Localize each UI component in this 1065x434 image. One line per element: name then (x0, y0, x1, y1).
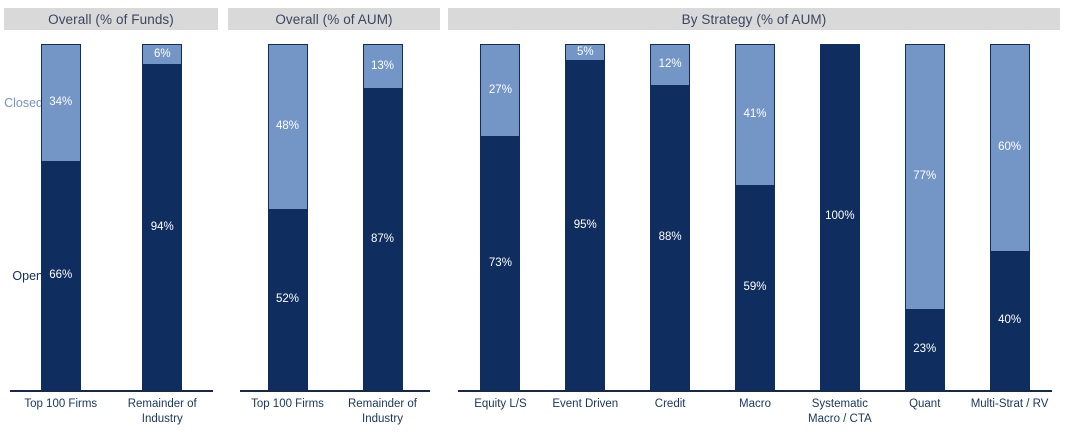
bar-value-label: 13% (370, 59, 395, 72)
plot-overall-aum: 48% 52% 13% 87% (240, 44, 430, 392)
bar-value-label: 73% (488, 256, 512, 269)
stacked-bar: 60% 40% (989, 44, 1030, 390)
stacked-bar: 77% 23% (904, 44, 945, 390)
panel-title-overall-funds: Overall (% of Funds) (4, 8, 218, 30)
bar-segment-closed: 77% (904, 44, 945, 311)
bar-column: 100% (797, 44, 882, 390)
bar-value-label: 40% (998, 314, 1022, 327)
x-axis-label: Remainder of Industry (127, 398, 197, 425)
bar-value-label: 5% (576, 45, 594, 58)
bar-segment-closed: 48% (267, 44, 308, 211)
x-axis-label: Quant (909, 398, 941, 410)
bar-segment-open: 73% (480, 137, 521, 390)
x-axis-label: Event Driven (552, 398, 619, 410)
series-label-closed: Closed (4, 95, 43, 110)
bar-segment-closed: 34% (40, 44, 81, 162)
plot-by-strategy: 27% 73% 5% 95% 12% 88% 41% 59% 100% 77% 23% 60% 40% (458, 44, 1052, 392)
bar-value-label: 100% (825, 210, 855, 223)
bar-value-label: 66% (49, 269, 73, 282)
bar-value-label: 41% (743, 108, 767, 121)
bar-column: 27% 73% (458, 44, 543, 390)
bar-value-label: 95% (573, 218, 597, 231)
bar-segment-open: 66% (40, 161, 81, 390)
series-row-labels: Closed Open (4, 44, 46, 390)
bar-column: 48% 52% (240, 44, 335, 390)
x-axis-label: Equity L/S (474, 398, 527, 410)
bar-segment-open: 94% (142, 64, 183, 390)
stacked-bar: 12% 88% (650, 44, 691, 390)
bar-value-label: 60% (998, 141, 1022, 154)
bar-value-label: 48% (275, 120, 300, 133)
stacked-bar: 34% 66% (40, 44, 81, 390)
bar-segment-open: 95% (565, 61, 606, 390)
bar-value-label: 52% (275, 293, 300, 306)
bar-segment-closed: 13% (362, 44, 403, 89)
x-axis-label: Remainder of Industry (347, 398, 418, 425)
x-axis-label: Top 100 Firms (251, 398, 324, 410)
bar-value-label: 87% (370, 232, 395, 245)
stacked-bar: 6% 94% (142, 44, 183, 390)
stacked-bar: 13% 87% (362, 44, 403, 390)
x-axis-label: Macro (739, 398, 771, 410)
bar-segment-closed: 60% (989, 44, 1030, 252)
bar-segment-open: 87% (362, 88, 403, 390)
panel-overall-aum: Overall (% of AUM) 48% 52% 13% 87% Top 100 … (228, 0, 440, 434)
x-axis-label: Credit (654, 398, 686, 410)
bar-segment-open: 40% (989, 251, 1030, 390)
stacked-bar: 41% 59% (735, 44, 775, 390)
x-axis-label: Systematic Macro / CTA (808, 398, 872, 425)
panel-title-overall-aum: Overall (% of AUM) (228, 8, 440, 30)
bar-column: 12% 88% (628, 44, 713, 390)
stacked-bar: 27% 73% (480, 44, 521, 390)
bar-column: 5% 95% (543, 44, 628, 390)
bar-segment-closed: 41% (735, 44, 775, 186)
series-label-open: Open (12, 268, 43, 283)
bar-value-label: 34% (49, 96, 73, 109)
bar-column: 41% 59% (713, 44, 798, 390)
bar-column: 77% 23% (882, 44, 967, 390)
bar-segment-closed: 27% (480, 44, 521, 138)
stacked-bar: 5% 95% (565, 44, 606, 390)
x-axis-label: Top 100 Firms (24, 398, 98, 410)
bar-segment-open: 52% (267, 210, 308, 390)
x-axis-label: Multi-Strat / RV (970, 398, 1049, 410)
bar-segment-open: 59% (735, 185, 775, 390)
bar-value-label: 23% (913, 343, 937, 356)
bar-value-label: 12% (658, 58, 682, 70)
bar-segment-open: 23% (904, 310, 945, 390)
stacked-bar: 100% (819, 44, 860, 390)
bar-column: 6% 94% (112, 44, 214, 390)
bar-value-label: 6% (153, 47, 171, 60)
x-axis-labels-overall-funds: Top 100 Firms Remainder of Industry (10, 397, 213, 427)
x-axis-labels-overall-aum: Top 100 Firms Remainder of Industry (240, 397, 430, 427)
bar-column: 13% 87% (335, 44, 430, 390)
panel-by-strategy: By Strategy (% of AUM) 27% 73% 5% 95% 12% 88%… (448, 0, 1060, 434)
x-axis-labels-by-strategy: Equity L/S Event Driven Credit Macro Systema… (458, 397, 1052, 427)
bar-segment-closed: 12% (650, 44, 691, 86)
bar-segment-closed: 6% (142, 44, 183, 65)
bar-value-label: 27% (488, 83, 512, 96)
stacked-bar: 48% 52% (267, 44, 308, 390)
bar-column: 60% 40% (967, 44, 1052, 390)
panel-overall-funds: Overall (% of Funds) Closed Open 34% 66% 6… (4, 0, 218, 434)
bar-segment-closed: 5% (565, 44, 606, 62)
bar-value-label: 94% (150, 220, 174, 233)
bar-segment-open: 100% (819, 44, 860, 390)
bar-segment-open: 88% (650, 85, 691, 390)
bar-value-label: 59% (743, 281, 767, 294)
plot-overall-funds: 34% 66% 6% 94% (10, 44, 213, 392)
bar-value-label: 77% (913, 170, 937, 183)
panel-title-by-strategy: By Strategy (% of AUM) (448, 8, 1060, 30)
bar-column: 34% 66% (10, 44, 112, 390)
bar-value-label: 88% (658, 231, 682, 243)
